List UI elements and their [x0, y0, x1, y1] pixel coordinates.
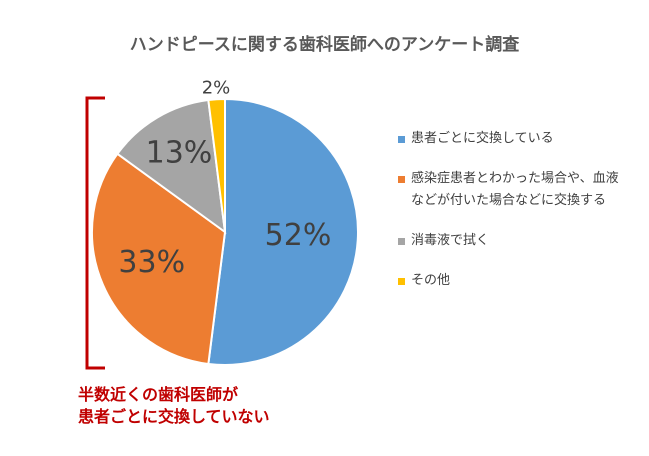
slice-label: 2%	[202, 78, 231, 99]
pie-slice	[116, 98, 227, 235]
legend-item: 患者ごとに交換している	[398, 128, 643, 150]
pie-slice	[207, 97, 226, 233]
legend-label: 消毒液で拭く	[411, 233, 490, 248]
slice-label: 13%	[146, 136, 213, 171]
chart-title: ハンドピースに関する歯科医師へのアンケート調査	[129, 35, 520, 55]
legend-swatch	[398, 136, 405, 143]
slice-label: 33%	[118, 245, 185, 280]
legend-item: 感染症患者とわかった場合や、血液 などが付いた場合などに交換する	[398, 168, 643, 212]
legend-item: 消毒液で拭く	[398, 230, 643, 252]
legend-label: 感染症患者とわかった場合や、血液	[411, 171, 619, 186]
annotation-line-1: 半数近くの歯科医師が	[78, 385, 239, 404]
annotation-line-2: 患者ごとに交換していない	[78, 407, 270, 426]
legend-label: などが付いた場合などに交換する	[411, 193, 607, 208]
legend-label: その他	[411, 273, 451, 288]
slice-label: 52%	[265, 218, 332, 253]
legend-swatch	[398, 278, 405, 285]
pie-slice	[91, 152, 227, 366]
legend-item: その他	[398, 270, 643, 292]
bracket	[85, 96, 105, 370]
legend-label: 患者ごとに交換している	[411, 131, 554, 146]
legend: 患者ごとに交換している感染症患者とわかった場合や、血液 などが付いた場合などに交換…	[398, 128, 643, 310]
legend-swatch	[398, 238, 405, 245]
pie-slice	[207, 97, 359, 366]
legend-swatch	[398, 176, 405, 183]
annotation: 半数近くの歯科医師が 患者ごとに交換していない	[78, 384, 270, 428]
